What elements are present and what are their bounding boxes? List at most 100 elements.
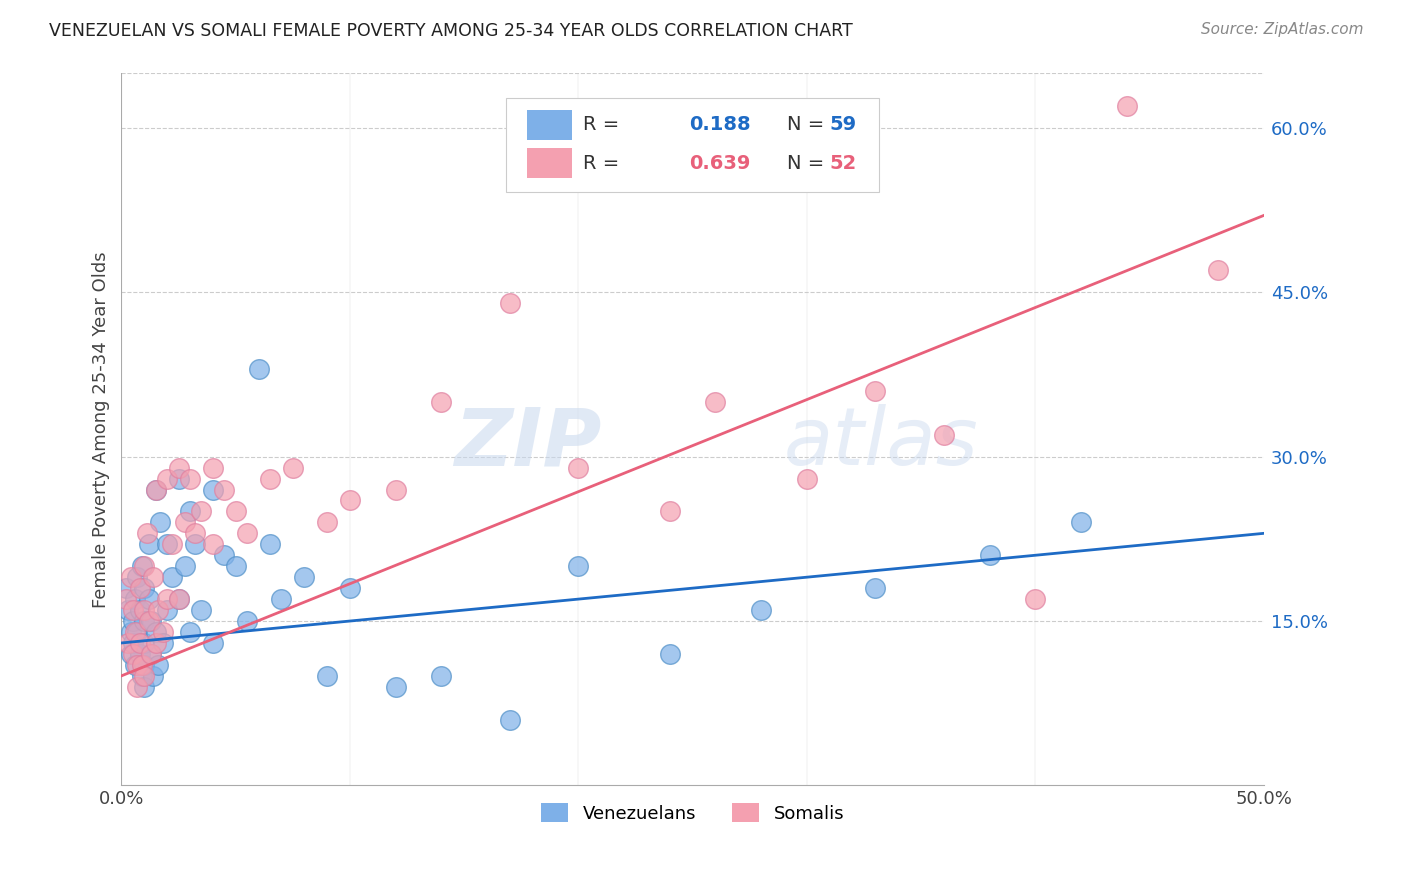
Point: [179, 625, 201, 640]
Point: [339, 581, 361, 595]
Point: [134, 581, 156, 595]
Point: [146, 603, 169, 617]
Point: [225, 504, 247, 518]
Point: [117, 603, 139, 617]
Point: [174, 516, 197, 530]
Point: [149, 516, 172, 530]
Point: [212, 549, 235, 563]
Point: [135, 526, 157, 541]
Point: [156, 603, 179, 617]
Point: [384, 680, 406, 694]
Point: [749, 603, 772, 617]
Point: [201, 636, 224, 650]
Point: [160, 537, 183, 551]
Point: [131, 669, 153, 683]
Text: VENEZUELAN VS SOMALI FEMALE POVERTY AMONG 25-34 YEAR OLDS CORRELATION CHART: VENEZUELAN VS SOMALI FEMALE POVERTY AMON…: [49, 22, 853, 40]
Point: [127, 680, 149, 694]
Point: [115, 592, 138, 607]
Point: [183, 526, 205, 541]
Point: [236, 526, 259, 541]
Point: [138, 592, 160, 607]
Point: [134, 657, 156, 672]
Point: [134, 614, 156, 628]
Text: atlas: atlas: [785, 404, 979, 483]
Point: [124, 625, 146, 640]
Point: [124, 592, 146, 607]
Point: [121, 636, 143, 650]
Point: [865, 581, 887, 595]
Point: [134, 603, 156, 617]
Point: [567, 460, 589, 475]
Point: [430, 394, 453, 409]
Point: [247, 362, 270, 376]
Point: [142, 669, 165, 683]
Point: [179, 504, 201, 518]
Point: [201, 537, 224, 551]
Y-axis label: Female Poverty Among 25-34 Year Olds: Female Poverty Among 25-34 Year Olds: [93, 251, 110, 607]
Point: [259, 537, 281, 551]
Point: [1070, 516, 1092, 530]
Text: ZIP: ZIP: [454, 404, 602, 483]
Point: [932, 427, 955, 442]
Point: [430, 669, 453, 683]
Point: [127, 625, 149, 640]
Point: [1024, 592, 1046, 607]
Text: 0.639: 0.639: [689, 153, 751, 173]
Point: [128, 581, 150, 595]
Point: [156, 471, 179, 485]
Point: [179, 471, 201, 485]
Text: N =: N =: [787, 153, 831, 173]
Point: [117, 636, 139, 650]
Point: [128, 636, 150, 650]
Point: [145, 483, 167, 497]
Point: [124, 657, 146, 672]
Text: 59: 59: [830, 115, 856, 135]
Point: [1206, 263, 1229, 277]
Point: [127, 570, 149, 584]
Point: [201, 483, 224, 497]
Point: [131, 559, 153, 574]
Legend: Venezuelans, Somalis: Venezuelans, Somalis: [534, 796, 852, 830]
Point: [316, 669, 339, 683]
Point: [121, 647, 143, 661]
Point: [120, 570, 142, 584]
Point: [499, 296, 522, 310]
Point: [339, 493, 361, 508]
Point: [152, 625, 174, 640]
Point: [152, 636, 174, 650]
Point: [979, 549, 1001, 563]
Point: [201, 460, 224, 475]
Point: [212, 483, 235, 497]
Point: [120, 647, 142, 661]
Point: [128, 603, 150, 617]
Point: [384, 483, 406, 497]
Point: [131, 657, 153, 672]
Point: [658, 504, 681, 518]
Point: [183, 537, 205, 551]
Point: [156, 537, 179, 551]
Point: [796, 471, 818, 485]
Point: [704, 394, 727, 409]
Point: [190, 603, 212, 617]
Point: [121, 603, 143, 617]
Point: [139, 614, 162, 628]
Point: [270, 592, 292, 607]
Point: [167, 471, 190, 485]
Point: [236, 614, 259, 628]
Point: [142, 570, 165, 584]
Point: [134, 680, 156, 694]
Point: [190, 504, 212, 518]
Point: [292, 570, 315, 584]
Point: [121, 614, 143, 628]
Point: [115, 581, 138, 595]
Point: [134, 559, 156, 574]
Point: [134, 636, 156, 650]
Point: [167, 460, 190, 475]
Point: [259, 471, 281, 485]
Point: [139, 647, 162, 661]
Text: R =: R =: [583, 115, 626, 135]
Point: [139, 647, 162, 661]
Point: [499, 713, 522, 727]
Point: [225, 559, 247, 574]
Point: [127, 657, 149, 672]
